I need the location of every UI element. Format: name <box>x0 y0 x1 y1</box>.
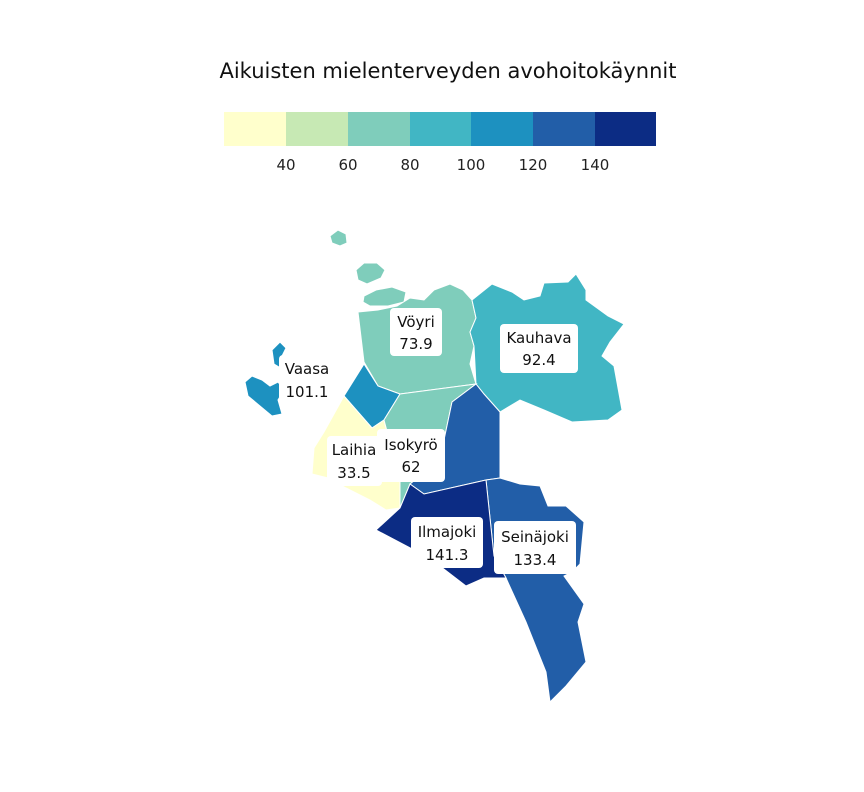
label-laihia: Laihia 33.5 <box>327 436 382 486</box>
label-ilmajoki: Ilmajoki 141.3 <box>411 517 483 568</box>
region-value: 133.4 <box>514 551 557 569</box>
legend-tick: 100 <box>457 156 486 174</box>
region-value: 62 <box>401 458 420 476</box>
region-value: 73.9 <box>399 335 432 353</box>
region-name: Vöyri <box>397 313 435 331</box>
legend-tick: 140 <box>581 156 610 174</box>
region-labels: Vöyri 73.9 Kauhava 92.4 Vaasa 101.1 Laih… <box>279 308 578 574</box>
label-voyri: Vöyri 73.9 <box>390 308 442 356</box>
map-title: Aikuisten mielenterveyden avohoitokäynni… <box>219 59 676 83</box>
label-box <box>377 429 445 482</box>
legend-swatch <box>471 112 533 146</box>
region-name: Isokyrö <box>384 436 437 454</box>
region-value: 141.3 <box>426 546 469 564</box>
label-box <box>390 308 442 356</box>
legend-swatch <box>410 112 471 146</box>
label-seinajoki: Seinäjoki 133.4 <box>494 521 576 574</box>
legend-tick: 60 <box>338 156 357 174</box>
label-vaasa: Vaasa 101.1 <box>279 355 335 405</box>
region-value: 92.4 <box>522 351 555 369</box>
region-name: Laihia <box>332 441 377 459</box>
legend-swatch <box>224 112 286 146</box>
region-value: 33.5 <box>337 464 370 482</box>
legend-swatch <box>286 112 348 146</box>
legend-tick: 120 <box>519 156 548 174</box>
legend-swatch <box>533 112 595 146</box>
region-name: Vaasa <box>285 360 330 378</box>
label-kauhava: Kauhava 92.4 <box>500 324 578 373</box>
legend-tick: 40 <box>276 156 295 174</box>
label-box <box>500 324 578 373</box>
label-box <box>411 517 483 568</box>
region-name: Seinäjoki <box>501 528 569 546</box>
region-name: Kauhava <box>506 329 571 347</box>
color-legend: 40 60 80 100 120 140 <box>224 112 656 174</box>
label-box <box>279 355 335 405</box>
legend-swatch <box>595 112 656 146</box>
label-isokyro: Isokyrö 62 <box>377 429 445 482</box>
label-box <box>327 436 382 486</box>
region-value: 101.1 <box>286 383 329 401</box>
legend-swatch <box>348 112 410 146</box>
label-box <box>494 521 576 574</box>
region-name: Ilmajoki <box>418 523 477 541</box>
legend-tick: 80 <box>400 156 419 174</box>
